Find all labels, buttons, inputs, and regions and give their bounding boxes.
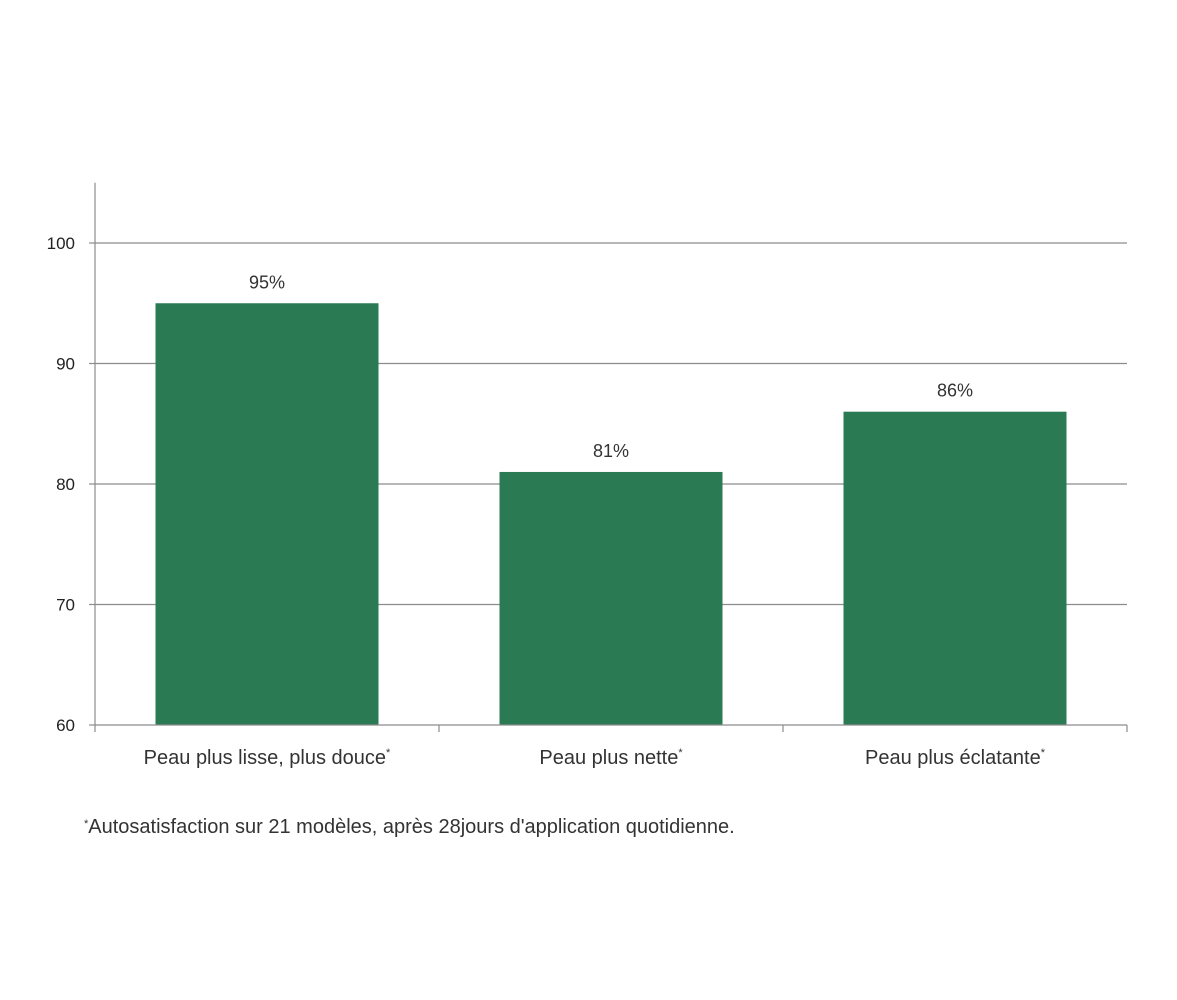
x-tick-label: Peau plus nette* xyxy=(539,747,683,769)
y-tick-label: 70 xyxy=(56,596,75,615)
bar xyxy=(843,411,1067,725)
y-tick-label: 90 xyxy=(56,355,75,374)
y-tick-label: 80 xyxy=(56,475,75,494)
footnote-marker: * xyxy=(84,818,89,830)
y-tick-label: 60 xyxy=(56,716,75,735)
bar xyxy=(155,303,379,725)
data-label: 86% xyxy=(937,381,973,401)
bar-chart: 60 70 80 90 100 95% 81% 86% Peau plus lisse, plu… xyxy=(47,182,1128,769)
data-label: 81% xyxy=(593,441,629,461)
x-tick-label: Peau plus éclatante* xyxy=(865,747,1046,769)
y-tick-label: 100 xyxy=(47,234,75,253)
bar xyxy=(499,471,723,725)
footnote: *Autosatisfaction sur 21 modèles, après … xyxy=(84,816,735,839)
data-label: 95% xyxy=(249,272,285,292)
footnote-text: Autosatisfaction sur 21 modèles, après 2… xyxy=(88,816,735,838)
x-tick-label: Peau plus lisse, plus douce* xyxy=(144,747,391,769)
